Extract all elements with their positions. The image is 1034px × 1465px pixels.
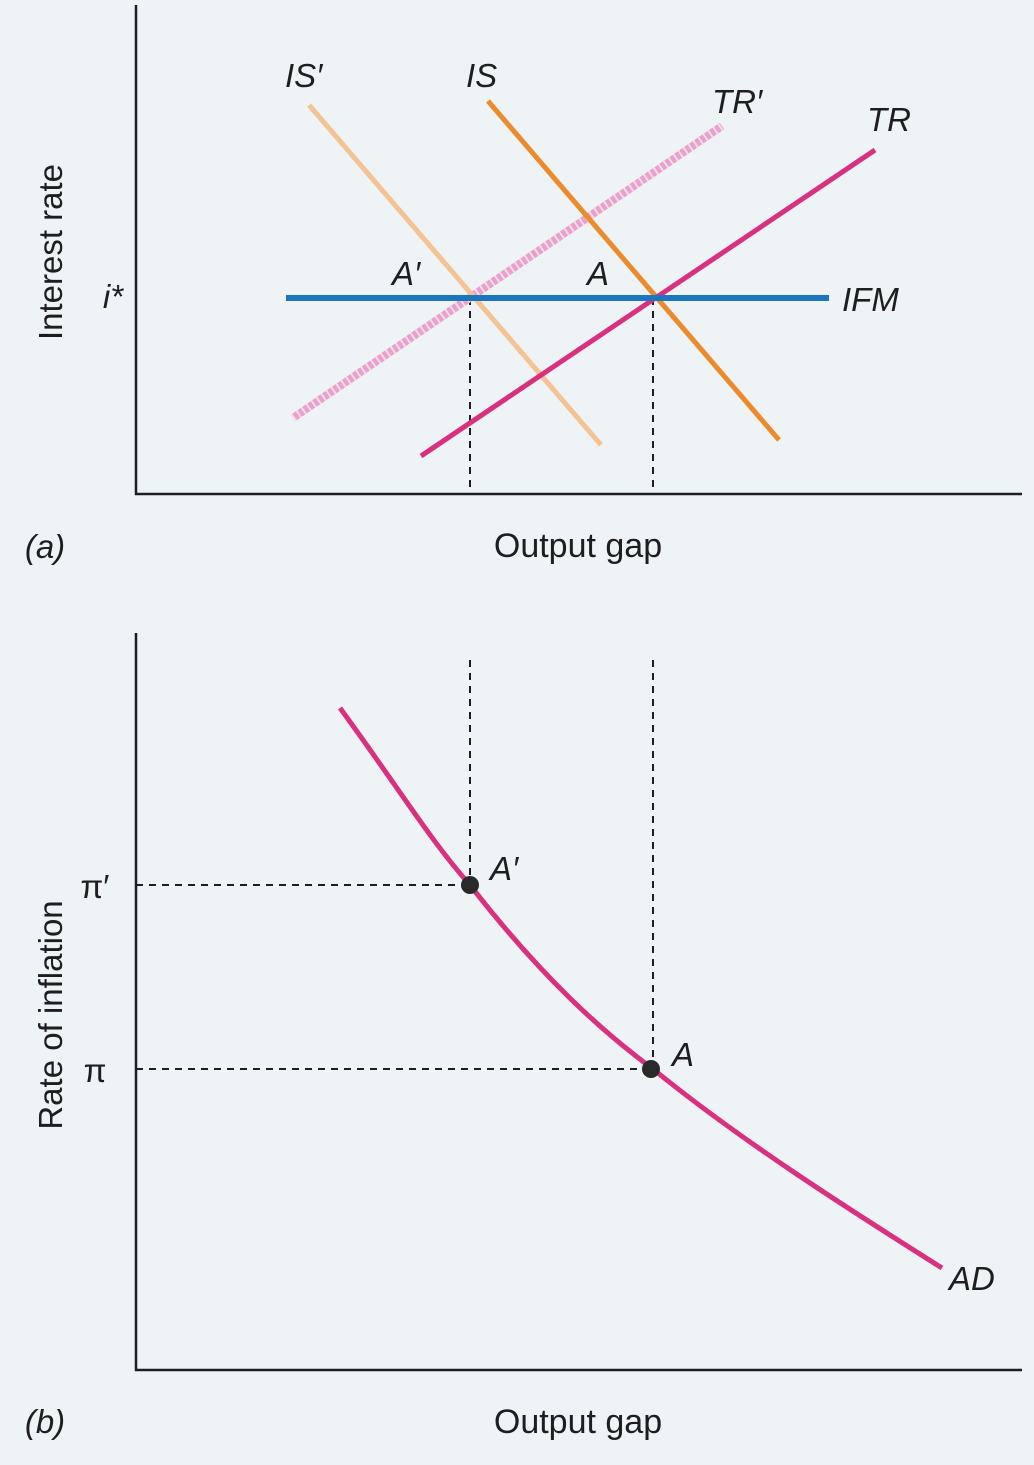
ad-curve <box>337 706 944 1271</box>
panel-b-label: (b) <box>25 1403 65 1440</box>
panel-b-y-tick-pi-prime: π′ <box>81 868 110 905</box>
panel-a-y-tick-i-star: i* <box>103 278 124 315</box>
is-prime-label: IS′ <box>285 57 324 94</box>
tr-label: TR <box>867 101 911 138</box>
panel-a-point-a-prime-label: A′ <box>390 255 422 292</box>
is-curve <box>486 99 781 442</box>
tr-prime-label: TR′ <box>712 83 764 120</box>
panel-b-point-a-prime-label: A′ <box>488 850 520 887</box>
panel-a-axes <box>134 5 1022 496</box>
ifm-label: IFM <box>842 281 899 318</box>
panel-a-x-axis-label: Output gap <box>494 527 662 565</box>
panel-a-point-a-label: A <box>585 255 609 292</box>
panel-b: Rate of inflation π′ π Output gap (b) AD… <box>25 633 1022 1441</box>
tr-curve <box>419 147 877 459</box>
panel-b-y-axis-label: Rate of inflation <box>32 900 69 1129</box>
panel-a-y-axis-label: Interest rate <box>32 164 69 340</box>
panel-b-y-tick-pi: π <box>84 1052 107 1089</box>
panel-a: Interest rate i* Output gap (a) IS′ IS T… <box>25 5 1022 565</box>
panel-b-point-a-prime <box>461 876 479 894</box>
tr-prime-curve-hatch <box>290 122 725 422</box>
is-label: IS <box>466 57 497 94</box>
panel-b-point-a <box>642 1060 660 1078</box>
panel-b-axes <box>134 633 1022 1372</box>
panel-b-point-a-label: A <box>670 1036 694 1073</box>
is-prime-curve <box>307 103 603 447</box>
panel-b-x-axis-label: Output gap <box>494 1403 662 1441</box>
ad-label: AD <box>947 1260 995 1297</box>
panel-a-label: (a) <box>25 528 65 565</box>
